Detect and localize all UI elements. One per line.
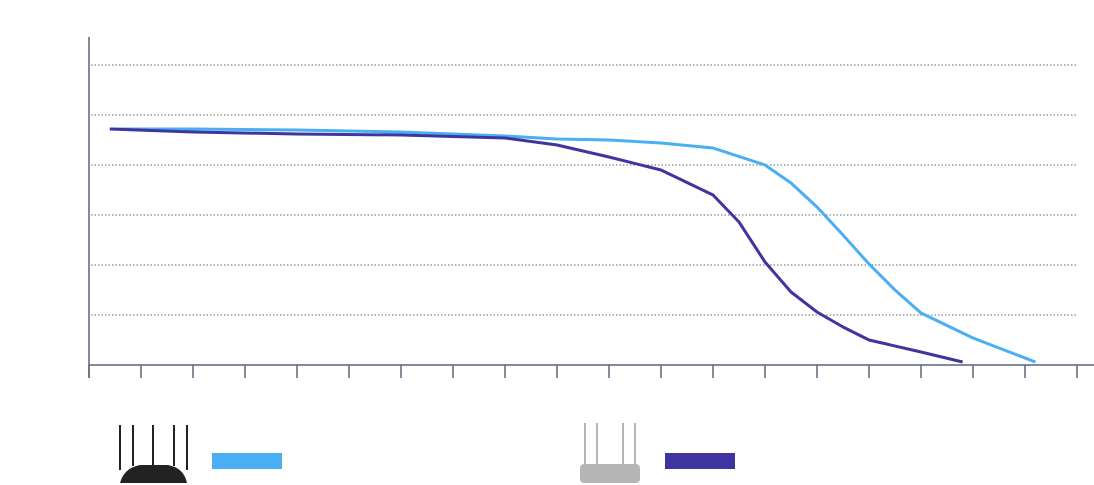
line	[109, 127, 1036, 364]
line	[109, 127, 963, 364]
legend-swatch	[665, 453, 735, 469]
router-icon-2	[580, 423, 640, 483]
router-icon-1	[119, 425, 188, 483]
legend-swatch	[212, 453, 282, 469]
